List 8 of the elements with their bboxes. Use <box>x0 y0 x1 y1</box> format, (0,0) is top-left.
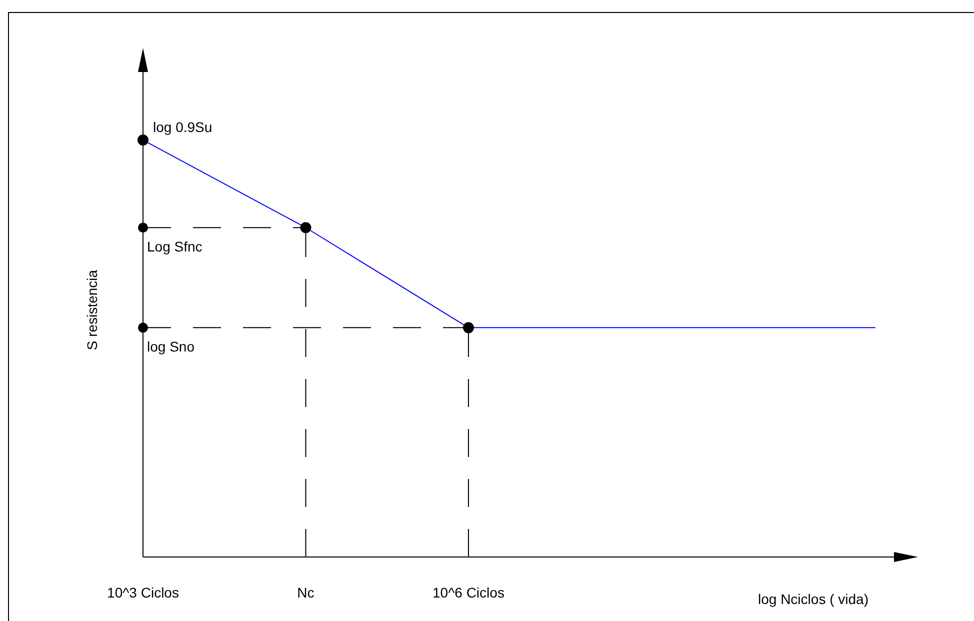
x-tick-label: 10^3 Ciclos <box>107 584 179 600</box>
y-axis-title: S resistencia <box>84 270 100 350</box>
annotation: Log Sfnc <box>147 238 202 254</box>
x-axis-title: log Nciclos ( vida) <box>758 591 868 607</box>
x-tick-label: Nc <box>297 584 314 600</box>
annotation: log 0.9Su <box>153 118 212 135</box>
annotation: log Sno <box>147 338 195 355</box>
x-tick-label: 10^6 Ciclos <box>432 584 504 600</box>
